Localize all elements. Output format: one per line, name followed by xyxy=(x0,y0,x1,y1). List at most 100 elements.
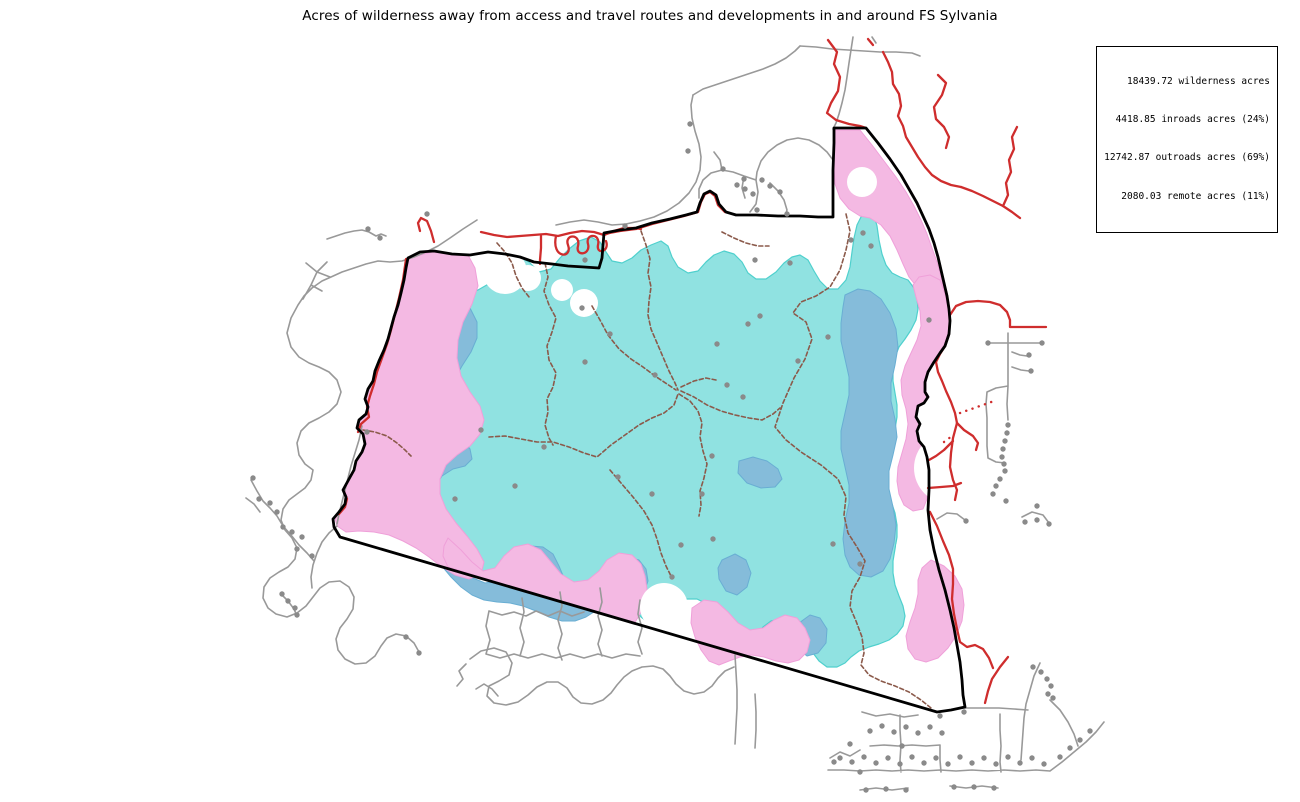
development-dot xyxy=(963,518,969,524)
trail xyxy=(496,242,530,298)
red-road xyxy=(554,234,608,256)
development-dot xyxy=(452,496,458,502)
development-dot xyxy=(750,191,756,197)
red-road xyxy=(948,421,959,502)
development-dot xyxy=(615,474,621,480)
development-dot xyxy=(777,189,783,195)
buffer-cutout xyxy=(515,265,541,291)
development-dot xyxy=(969,760,975,766)
development-dot xyxy=(1048,683,1054,689)
development-dot xyxy=(289,529,295,535)
development-dot xyxy=(622,223,628,229)
development-dot xyxy=(740,394,746,400)
development-dot xyxy=(957,754,963,760)
development-dot xyxy=(951,784,957,790)
development-dot xyxy=(607,331,613,337)
development-dot xyxy=(649,491,655,497)
development-dot xyxy=(961,709,967,715)
development-dot xyxy=(868,243,874,249)
development-dot xyxy=(752,257,758,263)
red-road xyxy=(932,73,951,150)
development-dot xyxy=(742,186,748,192)
development-dot xyxy=(687,121,693,127)
development-dot xyxy=(669,574,675,580)
development-dot xyxy=(939,730,945,736)
development-dot xyxy=(903,724,909,730)
development-dot xyxy=(937,713,943,719)
gray-road xyxy=(555,94,702,226)
legend-box: 18439.72 wilderness acres 4418.85 inroad… xyxy=(1096,46,1278,234)
development-dot xyxy=(285,598,291,604)
red-road xyxy=(866,37,875,47)
development-dot xyxy=(1026,352,1032,358)
gray-road xyxy=(985,332,1041,464)
development-dot xyxy=(1022,519,1028,525)
gray-road xyxy=(310,525,338,589)
development-dot xyxy=(933,755,939,761)
development-dot xyxy=(885,755,891,761)
development-dot xyxy=(921,760,927,766)
legend-line-outroads: 12742.87 outroads acres (69%) xyxy=(1104,152,1270,164)
trail xyxy=(640,230,679,391)
gray-road xyxy=(456,663,499,697)
trail xyxy=(591,305,677,391)
development-dot xyxy=(1045,691,1051,697)
legend-line-remote: 2080.03 remote acres (11%) xyxy=(1121,190,1270,202)
development-dot xyxy=(860,230,866,236)
development-dot xyxy=(279,591,285,597)
gray-road xyxy=(692,45,801,96)
development-dot xyxy=(512,483,518,489)
development-dot xyxy=(759,177,765,183)
development-dot xyxy=(1028,368,1034,374)
development-dot xyxy=(377,235,383,241)
gray-road xyxy=(245,497,298,617)
development-dot xyxy=(879,723,885,729)
development-dot xyxy=(309,553,315,559)
figure-title: Acres of wilderness away from access and… xyxy=(302,8,998,24)
gray-road xyxy=(485,587,643,661)
gray-road xyxy=(827,662,1105,791)
development-dot xyxy=(364,429,370,435)
development-dot xyxy=(873,760,879,766)
development-dot xyxy=(999,454,1005,460)
gray-road xyxy=(936,511,1050,524)
red-road xyxy=(538,234,543,266)
gray-road xyxy=(871,36,877,44)
development-dot xyxy=(857,769,863,775)
inroads-area xyxy=(334,251,485,580)
development-dot xyxy=(720,166,726,172)
trail xyxy=(774,213,932,709)
development-dot xyxy=(579,305,585,311)
development-dot xyxy=(825,334,831,340)
trail xyxy=(680,390,781,421)
gray-road xyxy=(964,707,1029,711)
red-road xyxy=(926,481,963,490)
development-dot xyxy=(1034,517,1040,523)
development-dot xyxy=(927,724,933,730)
trail xyxy=(721,231,770,247)
development-dot xyxy=(993,761,999,767)
red-road xyxy=(959,185,1022,220)
remote-area xyxy=(717,553,752,596)
development-dot xyxy=(849,759,855,765)
development-dot xyxy=(1004,430,1010,436)
development-dot xyxy=(280,524,286,530)
development-dot xyxy=(993,483,999,489)
development-dot xyxy=(1087,728,1093,734)
development-dot xyxy=(741,176,747,182)
gray-road xyxy=(734,654,757,749)
development-dot xyxy=(710,536,716,542)
trail xyxy=(488,393,679,458)
development-dot xyxy=(582,359,588,365)
development-dot xyxy=(991,785,997,791)
development-dot xyxy=(294,612,300,618)
trail xyxy=(362,429,412,457)
gray-road xyxy=(469,647,735,706)
development-dot xyxy=(867,728,873,734)
development-dot xyxy=(831,759,837,765)
development-dot xyxy=(699,491,705,497)
development-dot xyxy=(897,761,903,767)
development-dot xyxy=(903,787,909,793)
